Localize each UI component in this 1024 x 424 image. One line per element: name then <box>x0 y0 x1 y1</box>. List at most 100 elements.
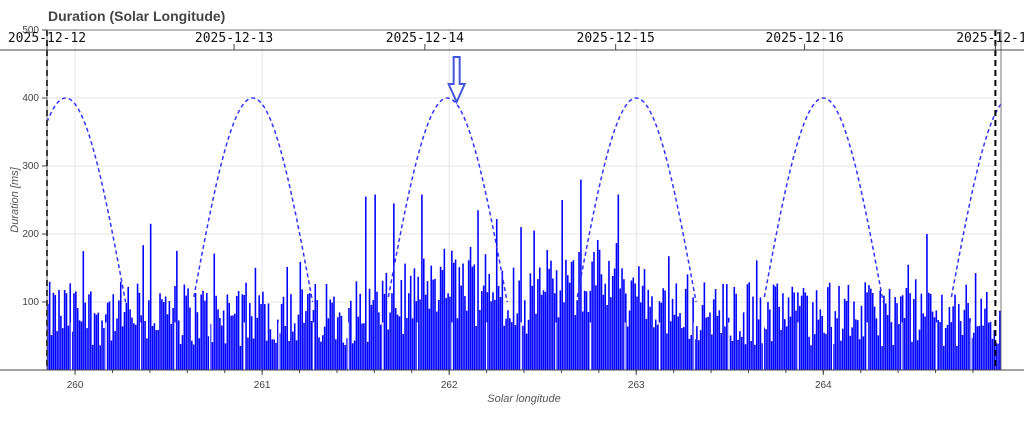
bar <box>267 303 270 370</box>
bar <box>563 302 565 370</box>
bar <box>342 342 345 370</box>
bar <box>164 296 167 370</box>
bar <box>387 329 390 370</box>
bar <box>838 285 840 370</box>
bar <box>80 321 83 370</box>
bar <box>224 343 227 370</box>
bar <box>91 344 94 370</box>
bar <box>516 313 519 370</box>
bar <box>868 285 870 370</box>
bar <box>88 294 90 370</box>
bar <box>114 331 116 370</box>
bar <box>793 292 795 370</box>
bar <box>305 311 307 370</box>
bar <box>499 297 502 370</box>
bar <box>529 273 532 370</box>
bar <box>131 317 133 370</box>
bar <box>181 335 184 370</box>
bar <box>464 296 466 370</box>
bar <box>340 315 343 370</box>
bar <box>385 272 388 370</box>
bar <box>140 315 143 370</box>
bar <box>692 297 694 370</box>
y-axis-label: Duration [ms] <box>9 166 21 232</box>
bar <box>320 341 322 370</box>
bar <box>718 310 721 370</box>
bar <box>112 294 115 370</box>
bar <box>647 289 650 370</box>
bar <box>149 223 152 370</box>
bar <box>552 278 554 370</box>
date-tick-label: 2025-12-12 <box>8 31 86 46</box>
bar <box>338 312 341 370</box>
bar <box>679 313 681 370</box>
bar <box>492 292 494 370</box>
bar <box>754 344 756 370</box>
bar <box>769 309 771 370</box>
bar <box>421 194 423 370</box>
bar <box>372 300 375 370</box>
bar <box>896 303 898 370</box>
bar <box>228 302 231 370</box>
bar <box>596 240 599 370</box>
bar <box>999 310 1001 370</box>
bar <box>153 323 156 370</box>
bar <box>808 336 810 370</box>
bar <box>819 309 822 370</box>
bar <box>776 283 779 370</box>
bar <box>795 310 797 370</box>
bar <box>479 310 481 370</box>
bar <box>95 314 98 370</box>
bar <box>997 343 999 370</box>
bar <box>810 345 812 370</box>
bar <box>901 295 904 370</box>
bar <box>192 344 195 370</box>
bar <box>106 302 109 370</box>
bar <box>671 298 674 370</box>
bar <box>254 267 257 370</box>
bar <box>318 337 320 370</box>
bar <box>729 335 732 370</box>
bar <box>542 290 545 370</box>
bar <box>668 256 670 370</box>
bar <box>654 319 657 370</box>
bar <box>770 341 773 370</box>
bar <box>714 289 717 370</box>
bar <box>361 323 363 370</box>
bar <box>325 284 328 370</box>
bar <box>389 312 391 370</box>
bar <box>71 331 73 370</box>
bar <box>548 268 550 370</box>
axes: 100 200 300 400 500 260 261 262 263 264 2025-12-12… <box>0 25 1024 405</box>
bar <box>623 279 625 370</box>
bar <box>948 307 951 370</box>
bar <box>961 335 964 370</box>
bar <box>772 284 775 370</box>
bar <box>739 331 741 370</box>
bar <box>804 292 807 370</box>
bar <box>426 281 429 370</box>
bar <box>944 327 947 370</box>
bar <box>883 295 885 370</box>
bar <box>458 267 461 370</box>
bar <box>365 196 367 370</box>
bar <box>892 345 895 370</box>
dashed-curve-segment <box>193 97 314 303</box>
bar <box>690 335 693 370</box>
bar <box>821 315 823 370</box>
bar <box>256 317 259 370</box>
bar <box>684 288 687 370</box>
bar <box>632 277 635 370</box>
bar <box>260 304 262 370</box>
bar <box>628 310 631 370</box>
bar <box>688 338 691 370</box>
bar <box>507 310 509 370</box>
bar <box>406 317 408 370</box>
bar <box>851 327 853 370</box>
bar <box>991 338 994 370</box>
bar <box>712 299 715 370</box>
bar <box>664 290 666 370</box>
bar <box>494 299 496 370</box>
bar <box>466 310 468 370</box>
bar <box>368 288 371 370</box>
